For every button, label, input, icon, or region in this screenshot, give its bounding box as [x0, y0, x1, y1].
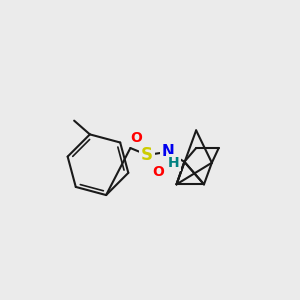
Text: S: S	[141, 146, 153, 164]
Text: N: N	[161, 145, 174, 160]
Text: O: O	[130, 131, 142, 145]
Text: H: H	[168, 156, 179, 170]
Text: O: O	[152, 165, 164, 178]
